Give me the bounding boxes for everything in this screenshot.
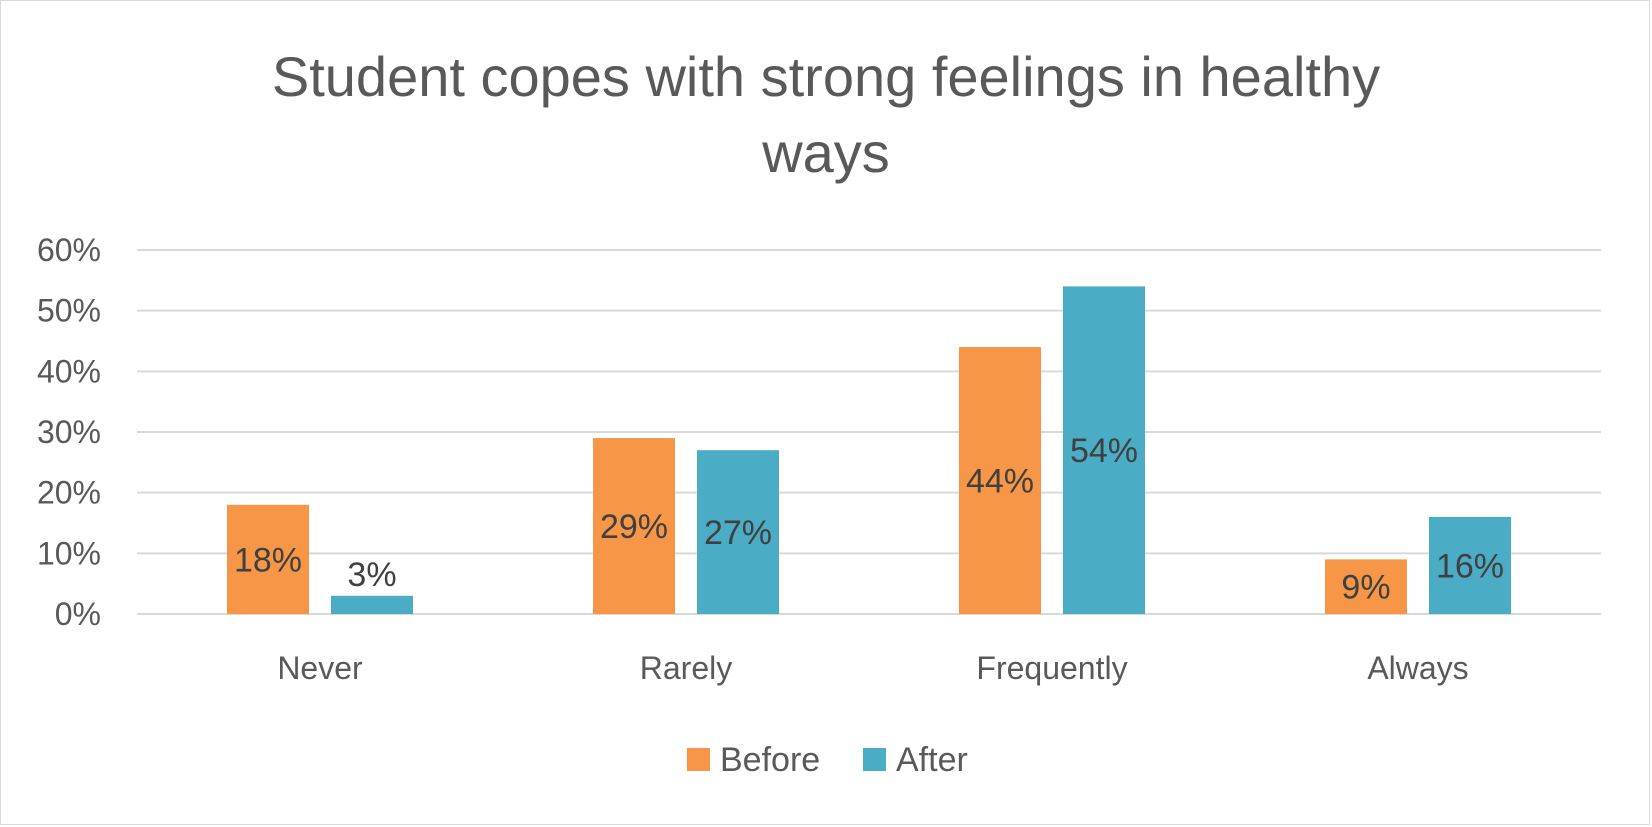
legend-label-before: Before <box>720 741 820 779</box>
bar-before-rarely <box>593 438 675 614</box>
data-label: 44% <box>966 463 1034 501</box>
chart-title-line-2: ways <box>761 121 890 184</box>
legend-label-after: After <box>896 741 968 779</box>
data-label: 9% <box>1341 569 1390 607</box>
y-axis-tick-labels: 0% 10% 20% 30% 40% 50% 60% <box>37 232 101 632</box>
chart-title-line-1: Student copes with strong feelings in he… <box>272 45 1380 108</box>
y-tick-label: 30% <box>37 414 101 450</box>
x-axis-category-labels: Never Rarely Frequently Always <box>277 650 1468 686</box>
x-category-label: Always <box>1367 650 1468 686</box>
y-tick-label: 60% <box>37 232 101 268</box>
bar-after-never <box>331 595 413 614</box>
bar-before-always <box>1325 559 1407 614</box>
bars <box>227 286 1511 614</box>
y-tick-label: 0% <box>55 596 101 632</box>
data-label: 27% <box>704 514 772 552</box>
bar-after-rarely <box>697 450 779 614</box>
data-label: 29% <box>600 508 668 546</box>
x-category-label: Frequently <box>976 650 1127 686</box>
x-category-label: Never <box>277 650 363 686</box>
y-tick-label: 10% <box>37 535 101 571</box>
y-tick-label: 50% <box>37 293 101 329</box>
bar-after-always <box>1429 516 1511 614</box>
data-labels: 18% 3% 29% 27% 44% 54% 9% 16% <box>234 432 1504 607</box>
legend-swatch-after <box>863 748 886 771</box>
data-label: 16% <box>1436 547 1504 585</box>
legend-swatch-before <box>687 748 710 771</box>
bar-before-never <box>227 504 309 614</box>
y-tick-label: 40% <box>37 353 101 389</box>
bar-before-frequently <box>959 347 1041 614</box>
legend: Before After <box>687 741 968 779</box>
data-label: 54% <box>1070 432 1138 470</box>
data-label: 3% <box>347 556 396 594</box>
bar-after-frequently <box>1063 286 1145 614</box>
y-tick-label: 20% <box>37 475 101 511</box>
x-category-label: Rarely <box>640 650 732 686</box>
data-label: 18% <box>234 541 302 579</box>
